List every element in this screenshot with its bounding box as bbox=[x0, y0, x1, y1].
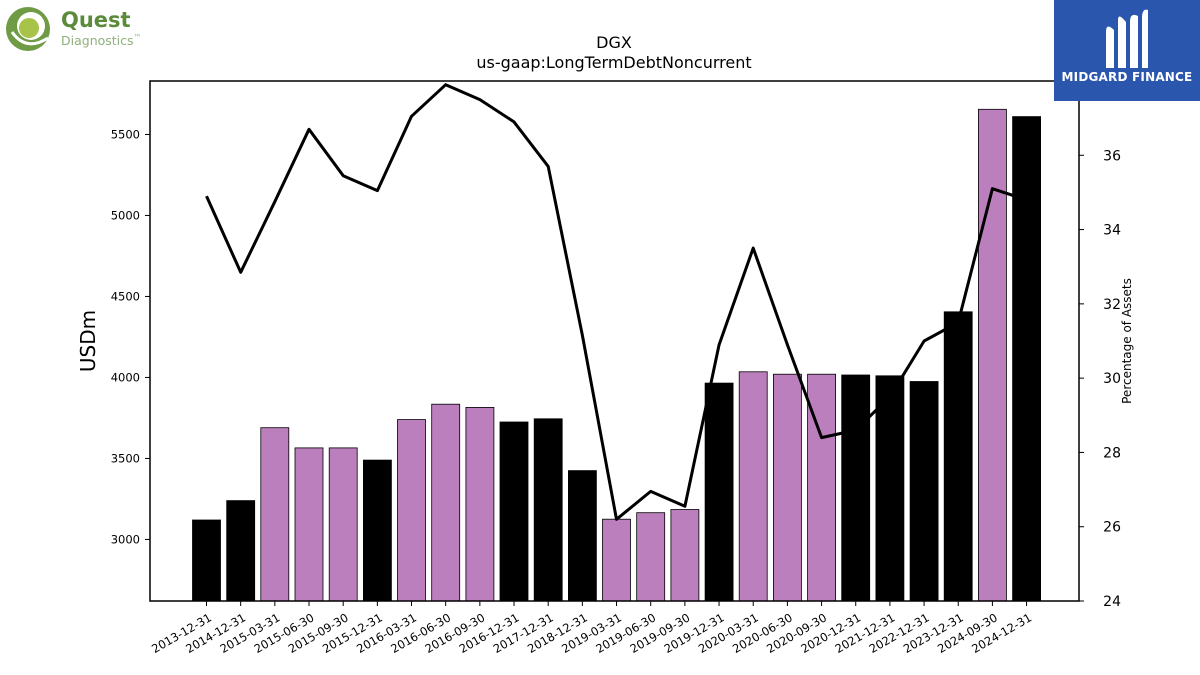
y-tick-label: 3500 bbox=[111, 451, 140, 465]
bar-2017-12-31 bbox=[533, 418, 563, 602]
y2-tick-label: 24 bbox=[1103, 594, 1121, 610]
chart-subtitle: us-gaap:LongTermDebtNoncurrent bbox=[476, 53, 751, 72]
bar-2015-06-30 bbox=[294, 447, 324, 602]
series-line bbox=[205, 83, 1028, 521]
bar-2023-12-31 bbox=[943, 311, 973, 602]
y-tick-label: 4000 bbox=[111, 370, 140, 384]
y2-tick-label: 26 bbox=[1103, 520, 1121, 536]
bar-2013-12-31 bbox=[192, 519, 221, 602]
y2-tick-label: 32 bbox=[1103, 297, 1121, 313]
bar-2019-12-31 bbox=[704, 382, 734, 602]
midgard-m-icon bbox=[1106, 9, 1148, 69]
quest-wordmark: Quest bbox=[61, 8, 131, 32]
bar-2019-09-30 bbox=[670, 509, 700, 602]
bar-2016-09-30 bbox=[465, 406, 495, 602]
bar-2016-06-30 bbox=[431, 403, 461, 602]
bar-2021-12-31 bbox=[875, 375, 905, 602]
y-tick-label: 5000 bbox=[111, 208, 140, 222]
y2-tick-label: 34 bbox=[1103, 223, 1121, 239]
y2-tick-label: 36 bbox=[1103, 148, 1121, 164]
bar-2024-12-31 bbox=[1012, 116, 1041, 602]
x-ticks: 2013-12-312014-12-312015-03-312015-06-30… bbox=[149, 601, 1034, 656]
bar-2020-06-30 bbox=[773, 373, 802, 602]
y2-tick-label: 28 bbox=[1103, 445, 1121, 461]
y-axis-label: USDm bbox=[76, 310, 100, 372]
quest-swirl-icon bbox=[6, 7, 50, 51]
quest-tm: ™ bbox=[133, 33, 142, 42]
y2-ticks: 2426283032343638 bbox=[1079, 74, 1121, 610]
quest-subtext-word: Diagnostics bbox=[61, 33, 134, 48]
bar-2022-12-31 bbox=[909, 381, 939, 602]
midgard-wordmark: MIDGARD FINANCE bbox=[1061, 70, 1193, 84]
bar-2019-03-31 bbox=[602, 518, 631, 602]
midgard-finance-logo: MIDGARD FINANCE bbox=[1054, 0, 1200, 101]
bar-2016-12-31 bbox=[499, 421, 529, 602]
bars-group bbox=[192, 108, 1041, 602]
quest-diagnostics-logo: Quest Diagnostics™ bbox=[4, 4, 164, 54]
chart-title: DGX bbox=[596, 33, 632, 52]
bar-2015-09-30 bbox=[328, 447, 358, 602]
y2-tick-label: 30 bbox=[1103, 371, 1121, 387]
bar-2020-03-31 bbox=[738, 371, 768, 602]
y-tick-label: 5500 bbox=[111, 127, 140, 141]
y-tick-label: 4500 bbox=[111, 289, 140, 303]
y2-axis-label: Percentage of Assets bbox=[1120, 278, 1134, 404]
bar-2019-06-30 bbox=[636, 512, 666, 602]
bar-2020-12-31 bbox=[841, 374, 871, 602]
bar-2015-12-31 bbox=[362, 459, 392, 602]
y-ticks: 3000 3500 4000 4500 5000 5500 bbox=[111, 127, 150, 546]
bar-2016-03-31 bbox=[397, 419, 426, 602]
plot-frame bbox=[149, 80, 1080, 602]
bar-2014-12-31 bbox=[226, 500, 256, 602]
bar-2015-03-31 bbox=[260, 427, 290, 602]
bar-2024-09-30 bbox=[978, 108, 1007, 602]
quest-subtext: Diagnostics™ bbox=[61, 33, 142, 48]
y-tick-label: 3000 bbox=[111, 532, 140, 546]
bar-2018-12-31 bbox=[568, 470, 597, 602]
